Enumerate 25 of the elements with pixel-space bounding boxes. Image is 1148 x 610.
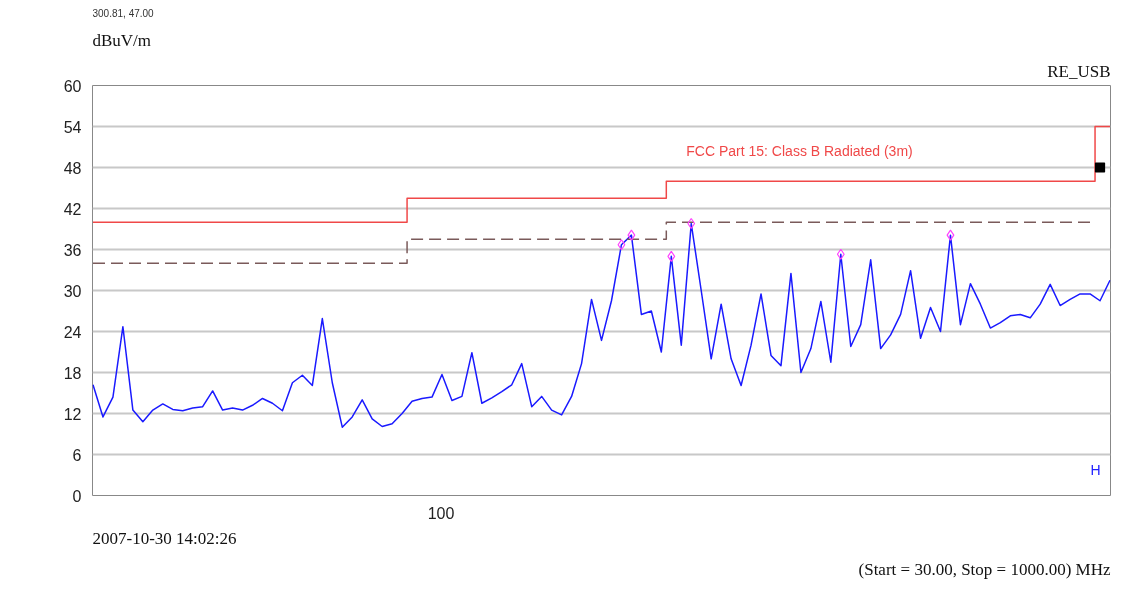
y-axis-title: dBuV/m bbox=[92, 30, 152, 50]
point bbox=[667, 250, 676, 262]
y-tick-label: 42 bbox=[63, 200, 82, 218]
y-tick-label: 12 bbox=[63, 405, 82, 423]
y-tick-label: 36 bbox=[63, 241, 82, 259]
text: 2007-10-30 14:02:26 bbox=[92, 528, 237, 548]
text: 100 bbox=[427, 504, 455, 522]
point bbox=[946, 229, 955, 241]
text: (Start = 30.00, Stop = 1000.00) MHz bbox=[858, 559, 1111, 579]
point bbox=[836, 248, 845, 260]
chart-title: RE_USB bbox=[1047, 61, 1111, 81]
series-label: FCC Part 15: Class B Radiated (3m) bbox=[686, 143, 913, 160]
y-tick-label: 48 bbox=[63, 159, 82, 177]
point bbox=[627, 229, 636, 241]
y-tick-label: 54 bbox=[63, 118, 82, 136]
y-tick-label: 30 bbox=[63, 282, 82, 300]
y-tick-label: 6 bbox=[72, 446, 82, 464]
point bbox=[617, 239, 626, 251]
annotation: H bbox=[1090, 461, 1101, 478]
point bbox=[1094, 162, 1106, 173]
y-tick-label: 24 bbox=[63, 323, 82, 341]
y-tick-label: 0 bbox=[72, 487, 82, 505]
text: 300.81, 47.00 bbox=[92, 7, 155, 19]
y-tick-label: 18 bbox=[63, 364, 82, 382]
y-tick-label: 60 bbox=[63, 77, 82, 95]
